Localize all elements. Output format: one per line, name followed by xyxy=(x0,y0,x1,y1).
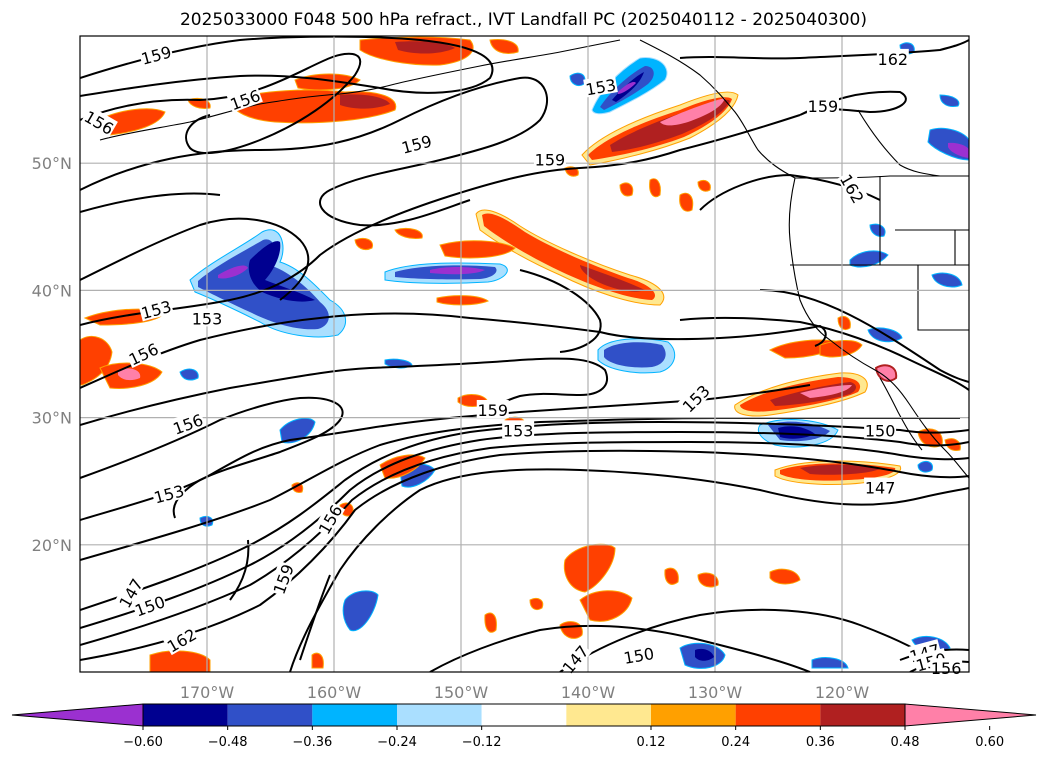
colorbar-segment xyxy=(481,704,567,726)
contour-label-bg xyxy=(138,295,174,322)
colorbar-segment xyxy=(735,704,821,726)
colorbar-segment xyxy=(227,704,313,726)
contour-label-bg xyxy=(837,169,869,207)
longitude-labels: 170°W 160°W 150°W 140°W 130°W 120°W xyxy=(180,683,870,702)
contour-label: 153 xyxy=(502,420,535,440)
contour-label: 153 xyxy=(191,308,223,328)
contour-label-bg xyxy=(150,480,187,506)
contour-label-bg xyxy=(313,500,346,538)
colorbar-tick-label: 0.48 xyxy=(891,735,920,750)
contour-label-bg xyxy=(138,41,174,67)
colorbar-tick-label: 0.24 xyxy=(721,735,750,750)
contour-label-bg xyxy=(169,409,206,437)
lon-tick-label: 120°W xyxy=(815,683,870,702)
contour-label-text: 147 xyxy=(865,479,896,498)
contour-label-bg xyxy=(557,640,592,677)
contour-label: 159 xyxy=(476,399,509,420)
colorbar-tick-label: 0.60 xyxy=(975,735,1004,750)
contour-label-bg xyxy=(677,380,713,416)
lon-tick-label: 130°W xyxy=(688,683,743,702)
lon-tick-label: 170°W xyxy=(180,683,235,702)
graticule xyxy=(80,36,969,672)
contour-label-text: 150 xyxy=(865,421,896,440)
contour-label-bg xyxy=(806,95,839,114)
lat-tick-label: 30°N xyxy=(32,409,72,428)
lon-tick-label: 150°W xyxy=(434,683,489,702)
contour-label-bg xyxy=(162,623,200,656)
contour-label: 150 xyxy=(864,420,897,440)
contour-label-text: 159 xyxy=(808,97,839,116)
contour-label-text: 153 xyxy=(192,309,223,328)
contour-label-bg xyxy=(131,590,168,619)
contour-label-bg xyxy=(191,308,223,327)
colorbar-tick-label: −0.24 xyxy=(377,735,417,750)
contour-label-bg xyxy=(583,74,618,98)
colorbar-tick-label: 0.12 xyxy=(637,735,666,750)
colorbar-segment xyxy=(820,704,905,726)
contour-label-bg xyxy=(81,105,118,138)
contour-label-bg xyxy=(476,399,509,418)
map-title: 2025033000 F048 500 hPa refract., IVT La… xyxy=(179,10,867,30)
contour-label-bg xyxy=(864,420,897,439)
contour-label-text: 153 xyxy=(503,421,534,440)
contour-label: 162 xyxy=(836,169,869,207)
lat-tick-label: 50°N xyxy=(32,154,72,173)
contour-label: 159 xyxy=(806,95,839,116)
contour-label-text: 162 xyxy=(878,50,909,69)
colorbar-tick-label: −0.60 xyxy=(123,735,163,750)
contour-label-bg xyxy=(533,149,566,168)
contour-label-bg xyxy=(876,48,909,67)
colorbar-segment xyxy=(312,704,397,726)
colorbar-segment xyxy=(143,704,228,726)
contour-label-bg xyxy=(124,338,162,369)
lon-tick-label: 140°W xyxy=(561,683,616,702)
contour-label-bg xyxy=(268,560,297,597)
colorbar-frame xyxy=(142,703,906,727)
contour-label-bg xyxy=(864,477,897,496)
contour-label-bg xyxy=(502,420,535,439)
contour-label-bg xyxy=(226,84,263,113)
colorbar-extend-high xyxy=(904,703,1037,727)
colorbar: −0.60 −0.48 −0.36 −0.24 −0.12 0.12 0.24 0.36 0.4… xyxy=(11,703,1037,750)
lon-tick-label: 160°W xyxy=(307,683,362,702)
contour-label-bg xyxy=(114,574,146,611)
colorbar-tick-label: 0.36 xyxy=(806,735,835,750)
contour-label-bg xyxy=(621,642,656,667)
latitude-labels: 20°N 30°N 40°N 50°N xyxy=(32,154,72,555)
lat-tick-label: 40°N xyxy=(32,281,72,300)
contour-label: 162 xyxy=(876,48,909,69)
contour-label-text: 159 xyxy=(477,401,508,420)
colorbar-tick-label: −0.12 xyxy=(462,735,502,750)
contour-label: 147 xyxy=(864,477,897,498)
colorbar-segment xyxy=(651,704,736,726)
lat-tick-label: 20°N xyxy=(32,536,72,555)
contour-label: 156 xyxy=(930,658,963,678)
colorbar-tick-label: −0.36 xyxy=(292,735,332,750)
contour-label: 153 xyxy=(583,74,618,99)
contour-label-bg xyxy=(398,130,435,156)
contour-label-text: 156 xyxy=(931,659,962,678)
map-frame xyxy=(79,35,970,673)
contour-label-text: 159 xyxy=(535,150,566,169)
colorbar-segment xyxy=(566,704,651,726)
coastlines xyxy=(99,39,969,479)
colorbar-extend-low xyxy=(11,703,144,727)
contour-label: 159 xyxy=(533,149,566,169)
colorbar-tick-label: −0.48 xyxy=(208,735,248,750)
colorbar-segment xyxy=(397,704,482,726)
